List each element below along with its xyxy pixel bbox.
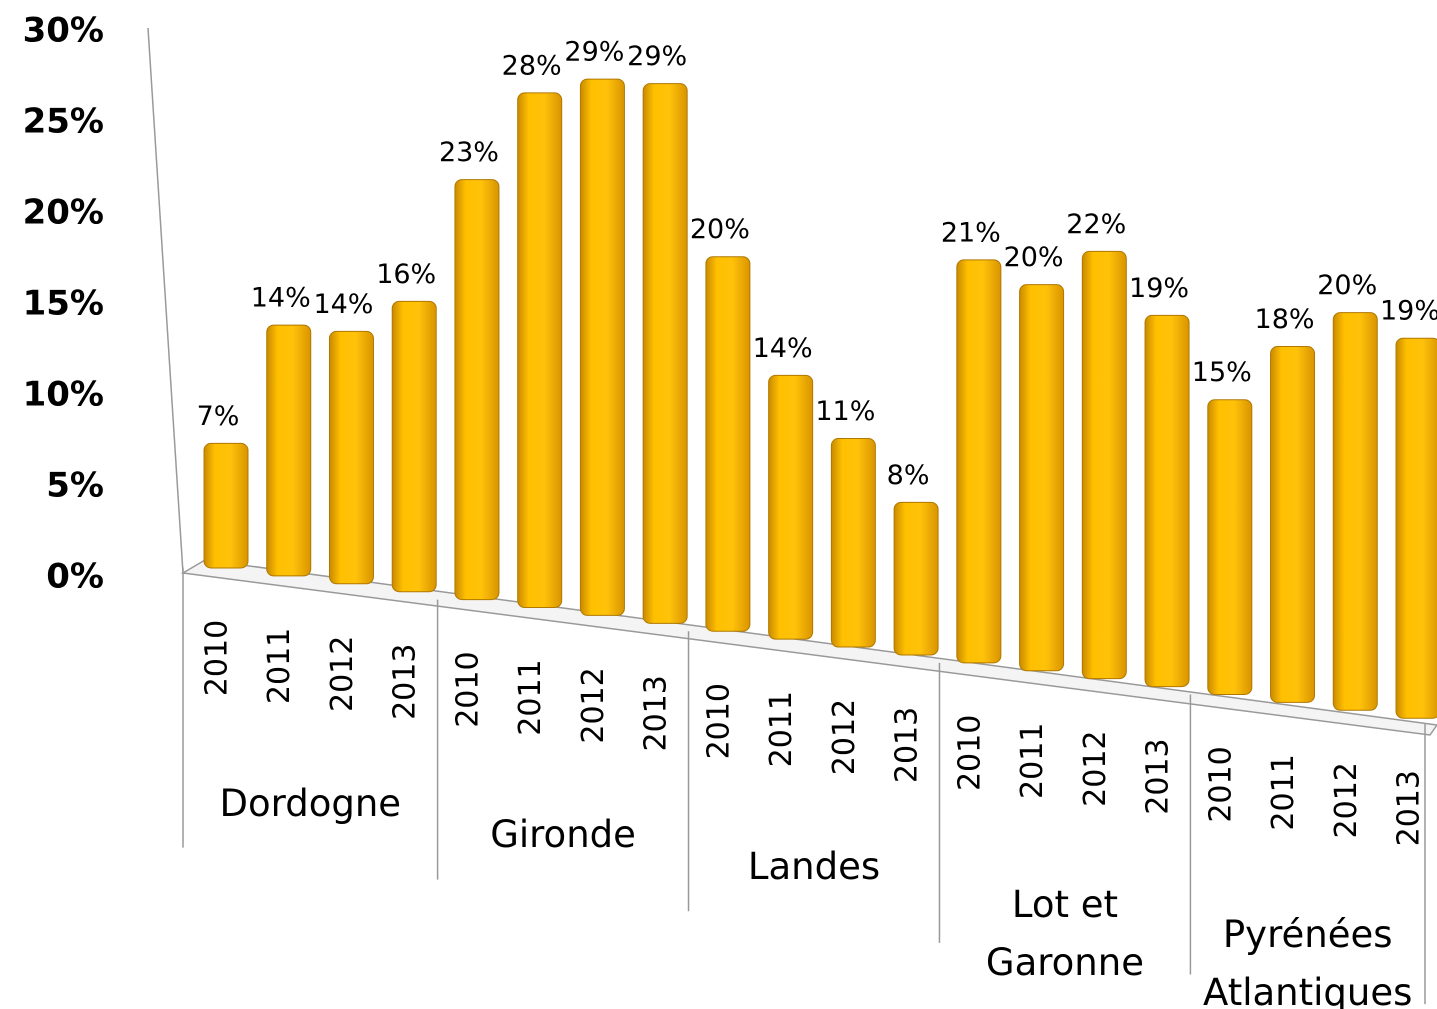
value-label: 18%: [1255, 304, 1315, 335]
x-tick-label: 2012: [576, 667, 611, 743]
bar: [642, 83, 688, 624]
value-label: 15%: [1192, 357, 1252, 388]
bar: [893, 501, 939, 656]
bar: [266, 324, 312, 577]
x-tick-label: 2013: [1141, 738, 1176, 814]
bar: [1332, 312, 1378, 711]
value-label: 16%: [376, 259, 436, 290]
value-label: 22%: [1066, 209, 1126, 240]
value-label: 8%: [887, 460, 930, 491]
bar: [454, 179, 500, 601]
x-tick-label: 2013: [388, 644, 423, 720]
x-tick-label: 2011: [262, 628, 297, 704]
x-tick-label: 2013: [639, 675, 674, 751]
bar: [1270, 346, 1316, 703]
x-tick-label: 2011: [1266, 754, 1301, 830]
value-label: 29%: [627, 41, 687, 72]
bar: [517, 92, 563, 609]
value-label: 14%: [251, 283, 311, 314]
x-tick-label: 2011: [1015, 723, 1050, 799]
x-tick-label: 2011: [764, 691, 799, 767]
y-tick-label: 0%: [46, 557, 104, 597]
value-label: 20%: [1004, 242, 1064, 273]
x-tick-label: 2010: [701, 683, 736, 759]
group-label: Landes: [747, 845, 881, 889]
bar: [1144, 314, 1190, 688]
value-label: 19%: [1380, 296, 1437, 327]
y-tick-label: 20%: [23, 193, 104, 233]
x-tick-label: 2011: [513, 659, 548, 735]
bar: [203, 442, 249, 569]
value-label: 7%: [197, 401, 240, 432]
value-label: 23%: [439, 137, 499, 168]
floor: [180, 559, 1437, 736]
value-label: 11%: [815, 396, 875, 427]
bar: [830, 438, 876, 648]
bar: [391, 300, 437, 593]
x-tick-label: 2012: [325, 636, 360, 712]
bar: [956, 259, 1002, 664]
value-label: 14%: [753, 333, 813, 364]
bar: [1019, 284, 1065, 672]
value-label: 14%: [313, 289, 373, 320]
y-tick-label: 10%: [23, 375, 104, 415]
group-label: Lot et Garonne: [985, 882, 1144, 984]
x-tick-label: 2010: [200, 620, 235, 696]
x-tick-label: 2013: [1392, 770, 1427, 846]
y-tick-label: 30%: [23, 11, 104, 51]
y-tick-label: 15%: [23, 284, 104, 324]
x-tick-label: 2010: [952, 715, 987, 791]
bar: [705, 256, 751, 632]
group-label: Pyrénées Atlantiques: [1203, 913, 1413, 1009]
value-label: 20%: [690, 214, 750, 245]
y-axis: [147, 27, 184, 574]
x-tick-label: 2012: [1329, 762, 1364, 838]
group-label: Dordogne: [219, 781, 402, 825]
y-tick-label: 5%: [46, 466, 104, 506]
y-tick-label: 25%: [23, 102, 104, 142]
value-label: 21%: [941, 217, 1001, 248]
group-label: Gironde: [490, 813, 636, 857]
bar: [1395, 337, 1437, 719]
x-tick-label: 2010: [450, 651, 485, 727]
bar: [328, 330, 374, 585]
x-tick-label: 2012: [827, 699, 862, 775]
bar: [768, 374, 814, 640]
bar: [579, 78, 625, 616]
x-tick-label: 2013: [890, 707, 925, 783]
bar: [1081, 250, 1127, 680]
value-label: 20%: [1317, 270, 1377, 301]
x-tick-label: 2010: [1203, 746, 1238, 822]
value-label: 19%: [1129, 273, 1189, 304]
value-label: 28%: [502, 50, 562, 81]
bar: [1207, 399, 1253, 695]
value-label: 29%: [564, 37, 624, 68]
x-tick-label: 2012: [1078, 730, 1113, 806]
